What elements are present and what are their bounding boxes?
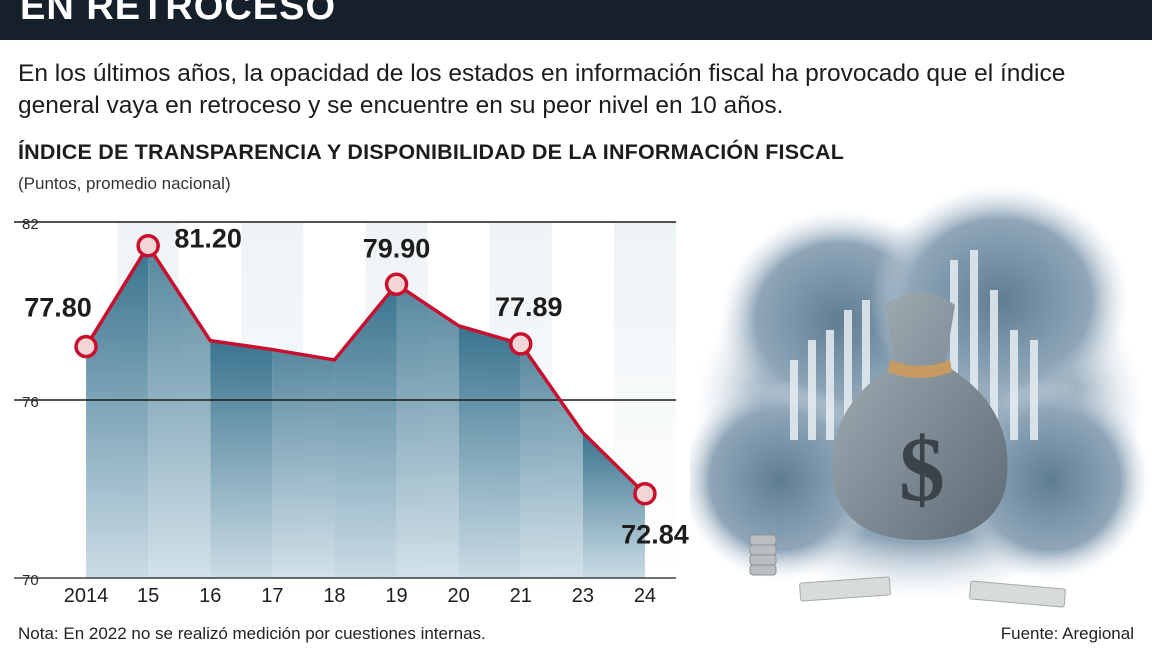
header-title: EN RETROCESO: [20, 0, 337, 28]
chart-subtitle: (Puntos, promedio nacional): [18, 174, 231, 193]
y-tick-label: 76: [22, 394, 39, 411]
area-segment: [582, 432, 645, 578]
line-area-chart: 82 76 70 77.80 81.20 79.90 77.89 72.84 2014 15 1…: [14, 216, 689, 607]
money-bag-illustration: $: [690, 185, 1150, 608]
data-label: 81.20: [174, 224, 242, 254]
area-segment: [272, 349, 335, 578]
area-segment: [520, 343, 583, 578]
data-point-marker: [509, 332, 533, 356]
x-tick-label: 16: [199, 585, 221, 607]
x-tick-label: 2014: [64, 585, 109, 607]
area-segment: [86, 245, 149, 578]
x-tick-label: 23: [572, 585, 594, 607]
area-segment: [148, 245, 211, 578]
intro-text: En los últimos años, la opacidad de los …: [18, 60, 1066, 119]
x-tick-label: 15: [137, 585, 159, 607]
footnote: Nota: En 2022 no se realizó medición por…: [18, 624, 486, 643]
bar-chart-silhouette: [790, 250, 1038, 440]
area-segment: [458, 325, 521, 578]
data-point-marker: [136, 233, 160, 258]
svg-text:$: $: [899, 418, 945, 520]
x-tick-label: 17: [261, 585, 283, 607]
x-tick-label: 18: [323, 585, 345, 607]
data-point-marker: [74, 334, 98, 359]
area-segment: [396, 284, 459, 578]
y-tick-label: 82: [22, 216, 39, 233]
header-bar: EN RETROCESO: [0, 0, 1152, 40]
x-tick-label: 19: [385, 585, 407, 607]
chart-title: ÍNDICE DE TRANSPARENCIA Y DISPONIBILIDAD…: [18, 140, 845, 164]
x-tick-label: 24: [634, 585, 656, 607]
y-tick-label: 70: [22, 572, 39, 589]
data-label: 77.89: [495, 292, 563, 322]
data-label: 79.90: [363, 233, 431, 263]
area-segment: [210, 340, 273, 578]
money-bag: $: [832, 292, 1008, 540]
source-credit: Fuente: Aregional: [1000, 624, 1134, 643]
banknotes: [799, 576, 1066, 608]
area-segment: [334, 284, 397, 578]
data-label: 77.80: [24, 293, 92, 323]
coin-stack: [749, 534, 777, 576]
x-tick-label: 20: [448, 585, 470, 607]
data-label: 72.84: [621, 520, 689, 550]
x-tick-label: 21: [510, 585, 532, 607]
data-point-marker: [633, 481, 657, 506]
data-point-marker: [384, 272, 409, 297]
series-line: [84, 243, 647, 495]
